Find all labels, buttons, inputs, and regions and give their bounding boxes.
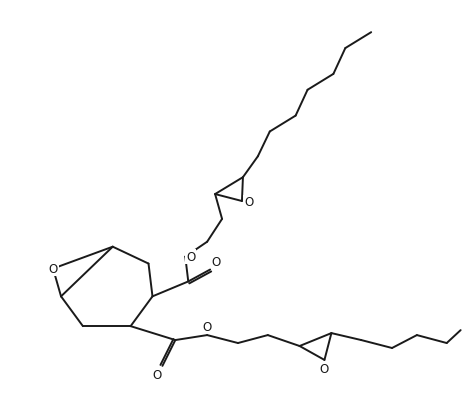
Text: O: O <box>320 362 329 375</box>
Text: O: O <box>48 262 58 275</box>
Text: O: O <box>244 196 253 209</box>
Text: O: O <box>203 320 212 333</box>
Text: O: O <box>211 255 220 268</box>
Text: O: O <box>152 368 161 381</box>
Text: O: O <box>186 251 196 264</box>
